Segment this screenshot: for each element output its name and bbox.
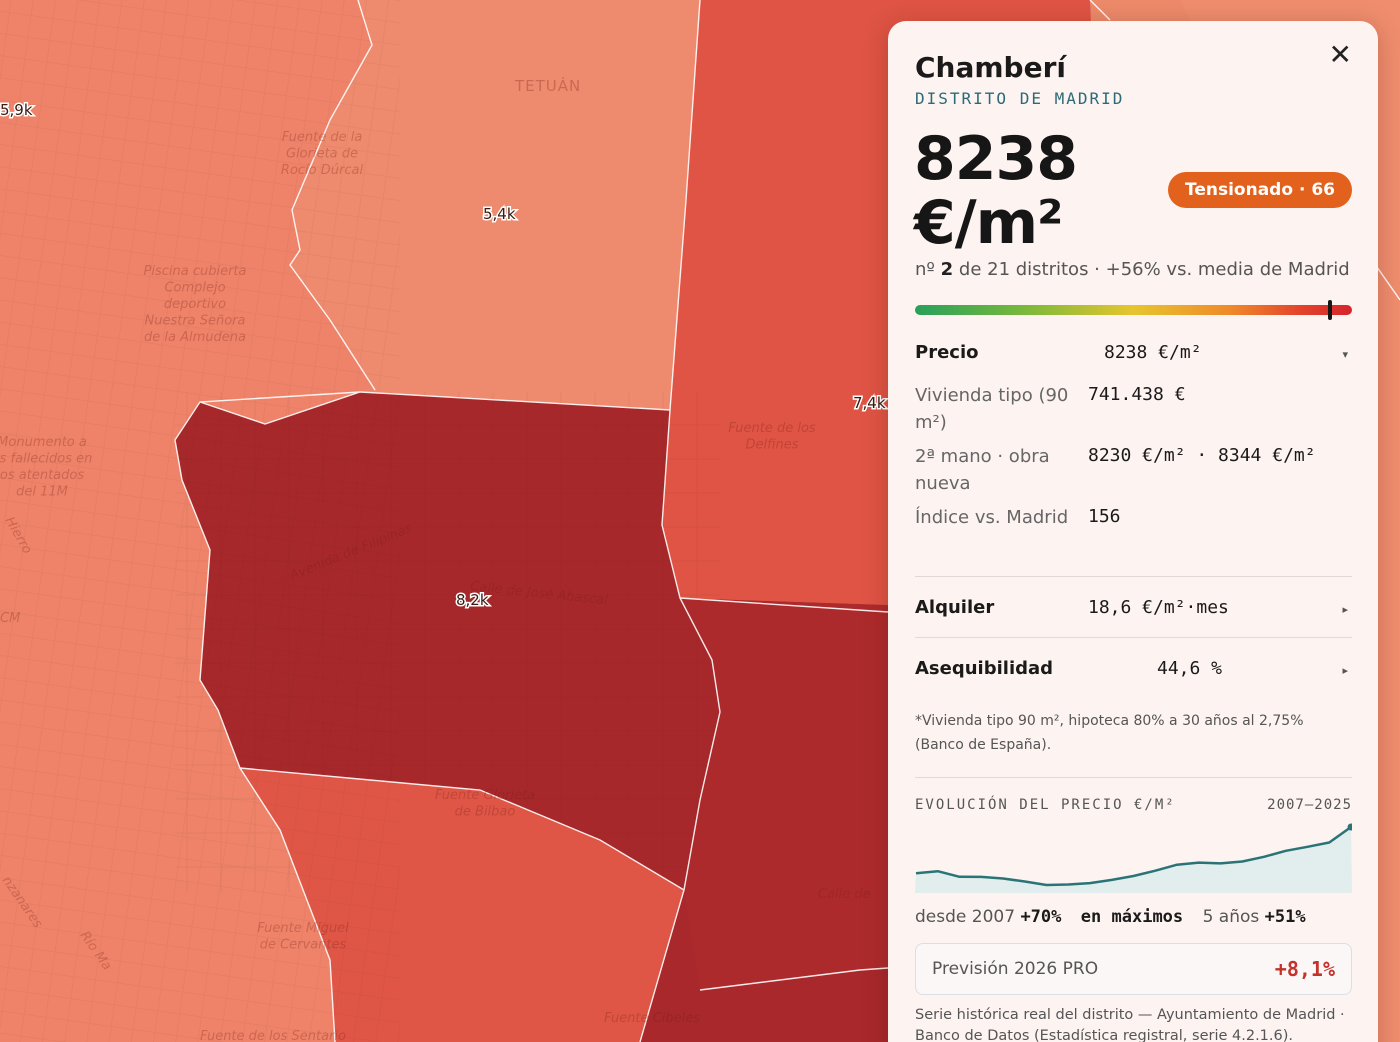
map-price-labels: 5,9k 5,4k 7,4k 8,2k	[0, 100, 888, 611]
map-place-label: Monumento a os fallecidos en os atentados d…	[0, 435, 92, 500]
rank-prefix: nº	[915, 259, 935, 280]
max-label: en máximos	[1080, 907, 1184, 927]
price-value: 8238	[914, 124, 1078, 194]
map-street-label: Calle de	[818, 887, 871, 902]
map-district-label: TETUÁN	[514, 76, 581, 95]
sparkline-last-point	[1347, 823, 1352, 831]
forecast-card[interactable]: Previsión 2026 PRO +8,1%	[915, 943, 1352, 995]
asequibilidad-label[interactable]: Asequibilidad	[915, 658, 1054, 679]
sparkline-line	[915, 825, 1352, 887]
close-icon[interactable]: ✕	[1328, 38, 1352, 71]
five-years-label: 5 años	[1202, 907, 1260, 927]
affordability-note: *Vivienda tipo 90 m², hipoteca 80% a 30 …	[915, 713, 1304, 753]
district-detail-panel: ✕ Chamberí DISTRITO DE MADRID 8238 €/m² …	[888, 21, 1378, 1042]
rank-line: nº 2 de 21 distritos · +56% vs. media de…	[915, 259, 1350, 280]
price-label-chamberi[interactable]: 8,2k	[455, 590, 491, 611]
price-label-moncloa[interactable]: 5,9k	[0, 100, 34, 121]
alquiler-label[interactable]: Alquiler	[915, 597, 995, 618]
map-place-label: Fuente de la Glorieta de Rocío Dúrcal	[281, 130, 364, 178]
price-headline: 8238 €/m²	[914, 124, 1078, 258]
five-years-value: +51%	[1264, 907, 1306, 927]
map-place-label: Piscina cubierta Complejo deportivo Nuestra…	[144, 264, 247, 345]
price-unit: €/m²	[914, 188, 1063, 258]
price-scale-marker	[1328, 300, 1333, 320]
segunda-mano-label: 2ª mano · obra nueva	[915, 446, 1050, 494]
asequibilidad-value: 44,6 %	[1157, 658, 1223, 679]
since-label: desde 2007	[915, 907, 1016, 927]
vivienda-tipo-value: 741.438 €	[1088, 384, 1186, 405]
chevron-right-icon[interactable]: ▸	[1342, 603, 1348, 616]
vivienda-tipo-label: Vivienda tipo (90 m²)	[915, 385, 1069, 433]
map-place-labels: Fuente de la Glorieta de Rocío Dúrcal Pisci…	[0, 130, 816, 953]
divider	[915, 777, 1352, 778]
rank-number: 2	[940, 259, 954, 280]
divider	[915, 576, 1352, 577]
district-title: Chamberí	[915, 51, 1066, 84]
map-place-label: Fuente Glorieta de Bilbao	[435, 788, 535, 820]
indice-label: Índice vs. Madrid	[915, 507, 1069, 528]
rank-suffix: de 21 distritos · +56% vs. media de Madr…	[958, 259, 1350, 280]
price-scale-bar	[915, 305, 1352, 315]
map-street-label: Fuente Cibeles	[604, 1011, 700, 1026]
source-note: Serie histórica real del distrito — Ayun…	[915, 1007, 1345, 1042]
forecast-label: Previsión 2026 PRO	[932, 959, 1099, 979]
evolution-stats: desde 2007 +70% en máximos 5 años +51%	[915, 907, 1306, 927]
price-sparkline[interactable]	[915, 821, 1352, 893]
segunda-mano-value: 8230 €/m² · 8344 €/m²	[1088, 445, 1316, 466]
sparkline-area	[915, 827, 1352, 893]
forecast-value: +8,1%	[1274, 957, 1335, 981]
map-place-label: Fuente de los Delfines	[728, 421, 816, 453]
map-place-label: Fuente Miguel de Cervantes	[257, 921, 349, 953]
status-badge: Tensionado · 66	[1168, 172, 1352, 208]
price-label-chamartin[interactable]: 7,4k	[852, 393, 888, 414]
price-label-tetuan[interactable]: 5,4k	[482, 204, 518, 225]
district-subtitle: DISTRITO DE MADRID	[915, 89, 1125, 108]
precio-value: 8238 €/m²	[1104, 342, 1202, 363]
divider	[915, 637, 1352, 638]
precio-label[interactable]: Precio	[915, 342, 979, 363]
alquiler-value: 18,6 €/m²·mes	[1088, 597, 1229, 618]
chevron-down-icon[interactable]: ▾	[1342, 348, 1348, 361]
chevron-right-icon[interactable]: ▸	[1342, 664, 1348, 677]
map-street-label: Fuente de los Sentario	[200, 1029, 346, 1042]
since-value: +70%	[1020, 907, 1062, 927]
evolution-title: EVOLUCIÓN DEL PRECIO €/M²	[915, 797, 1176, 813]
evolution-range: 2007–2025	[1267, 797, 1352, 813]
map-street-label: CM	[0, 611, 20, 626]
indice-value: 156	[1088, 506, 1121, 527]
